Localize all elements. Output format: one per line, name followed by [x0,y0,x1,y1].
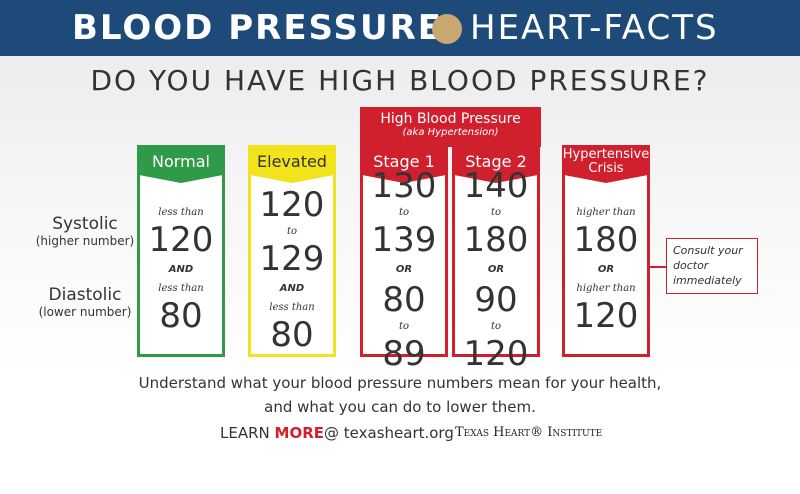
group-title: High Blood Pressure [380,111,521,127]
note-line: immediately [673,274,742,287]
value-line: to [398,207,410,218]
value-line: OR [597,264,615,275]
note-line: Consult your [673,244,743,257]
value-line: OR [395,264,413,275]
row-label: Diastolic (lower number) [20,285,150,319]
header-text: Normal [152,151,210,171]
value-line: less than [158,207,204,218]
note: Consult your doctor immediately [666,238,758,294]
sublabel: (higher number) [35,234,135,248]
label: Systolic [52,214,118,234]
header-text: Stage 1 [373,151,435,171]
category-header: Stage 1 [360,145,448,183]
question: DO YOU HAVE HIGH BLOOD PRESSURE? [90,64,710,97]
heart-logo [432,14,462,44]
footer-line: and what you can do to lower them. [264,398,536,416]
category-column: Stage 2 140 to 180 OR 90 to 120 [452,145,540,373]
note-line: doctor [673,259,709,272]
group-sub: (aka Hypertension) [402,127,499,138]
value-line: 139 [371,220,437,260]
value-line: 120 [463,334,529,374]
value-line: to [490,207,502,218]
category-header: Elevated [248,145,336,183]
category-header: Normal [137,145,225,183]
value-line: AND [279,283,305,294]
header-line: Stage 2 [465,151,527,171]
sublabel: (lower number) [38,305,132,319]
header-text: Elevated [257,151,327,171]
title-right: HEART-FACTS [470,8,719,48]
value-line: 180 [463,220,529,260]
category-body: 120 to 129 AND less than 80 [251,186,333,354]
header-line: Stage 1 [373,151,435,171]
category-header: Stage 2 [452,145,540,183]
value-line: less than [158,283,204,294]
category-column: Elevated 120 to 129 AND less than 80 [248,145,336,357]
value-line: 129 [259,239,325,279]
value-line: to [286,226,298,237]
footer-line: Understand what your blood pressure numb… [138,374,662,392]
category-column: Normal less than 120 AND less than 80 [137,145,225,357]
value-line: to [490,321,502,332]
category-body: 140 to 180 OR 90 to 120 [455,167,537,373]
site: @ texasheart.org [324,424,454,442]
learn: LEARN [220,424,270,442]
value-line: OR [487,264,505,275]
category-body: 130 to 139 OR 80 to 89 [363,167,445,373]
title-left: BLOOD PRESSURE [72,8,444,48]
category-body: higher than 180 OR higher than 120 [565,192,647,348]
institute: Texas Heart® Institute [455,425,603,440]
value-line: 180 [573,220,639,260]
row-label: Systolic (higher number) [20,214,150,248]
value-line: 90 [474,280,518,320]
category-header: Hypertensive Crisis [562,145,650,183]
header-bar [0,0,800,56]
header-line: Elevated [257,151,327,171]
header-line: Hypertensive [562,147,650,163]
value-line: 80 [382,280,426,320]
value-line: 140 [463,166,529,206]
value-line: 120 [259,185,325,225]
value-line: 80 [159,296,203,336]
value-line: AND [168,264,194,275]
connector [650,266,666,268]
more: MORE [274,424,325,442]
category-body: less than 120 AND less than 80 [140,192,222,348]
value-line: 89 [382,334,426,374]
learn-more: LEARN MORE@ texasheart.org [220,424,454,442]
value-line: higher than [576,283,636,294]
label: Diastolic [48,285,122,305]
value-line: 80 [270,315,314,355]
header-line: Normal [152,151,210,171]
header-text: Stage 2 [465,151,527,171]
value-line: less than [269,302,315,313]
category-column: Hypertensive Crisis higher than 180 OR higher… [562,145,650,357]
value-line: higher than [576,207,636,218]
value-line: 120 [148,220,214,260]
value-line: to [398,321,410,332]
value-line: 120 [573,296,639,336]
header-text: Hypertensive Crisis [563,148,649,175]
header-line: Crisis [588,161,624,176]
value-line: 130 [371,166,437,206]
group-header: High Blood Pressure (aka Hypertension) [360,107,541,147]
category-column: Stage 1 130 to 139 OR 80 to 89 [360,145,448,373]
